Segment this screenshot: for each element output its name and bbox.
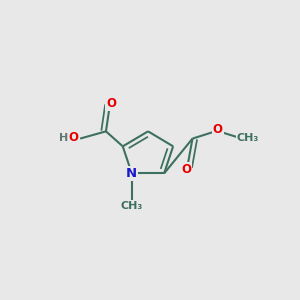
Text: O: O <box>213 123 223 136</box>
Text: CH₃: CH₃ <box>121 201 143 211</box>
Text: H: H <box>59 133 68 143</box>
Text: O: O <box>181 163 191 176</box>
Text: O: O <box>106 97 116 110</box>
Text: N: N <box>126 167 137 180</box>
Text: CH₃: CH₃ <box>237 133 259 143</box>
Text: O: O <box>69 131 79 144</box>
